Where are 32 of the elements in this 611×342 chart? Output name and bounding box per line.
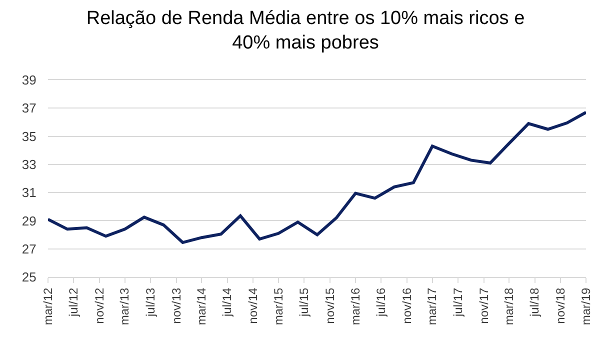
x-tick-label: jul/13 bbox=[143, 287, 158, 318]
y-tick-label: 25 bbox=[22, 270, 36, 285]
x-tick-label: jul/14 bbox=[220, 287, 234, 318]
x-tick-label: nov/15 bbox=[322, 287, 337, 324]
x-tick-label: mar/12 bbox=[40, 287, 55, 326]
x-tick-label: nov/14 bbox=[246, 287, 260, 324]
x-tick-label: mar/19 bbox=[578, 287, 593, 326]
y-tick-label: 39 bbox=[22, 72, 36, 88]
x-tick-label: jul/17 bbox=[450, 287, 465, 318]
x-tick-label: mar/13 bbox=[118, 287, 132, 326]
y-tick-label: 29 bbox=[22, 213, 36, 228]
x-tick-label: jul/16 bbox=[374, 287, 388, 318]
line-series bbox=[48, 110, 586, 244]
y-tick-label: 37 bbox=[22, 100, 36, 116]
x-tick-label: jul/12 bbox=[66, 287, 81, 318]
x-tick-label: mar/15 bbox=[271, 287, 286, 326]
x-tick-label: jul/15 bbox=[297, 287, 312, 318]
x-tick-label: mar/18 bbox=[502, 287, 516, 326]
y-tick-label: 31 bbox=[22, 185, 36, 200]
x-tick-label: mar/14 bbox=[194, 287, 209, 326]
x-tick-label: mar/16 bbox=[348, 287, 362, 326]
x-tick-label: nov/16 bbox=[400, 287, 414, 324]
y-tick-label: 27 bbox=[22, 241, 36, 256]
x-tick-label: nov/12 bbox=[92, 287, 106, 324]
x-tick-label: mar/17 bbox=[425, 287, 440, 326]
x-tick-label: nov/13 bbox=[169, 287, 184, 324]
y-tick-label: 35 bbox=[22, 128, 36, 144]
x-tick-label: nov/18 bbox=[554, 287, 568, 324]
x-tick-label: jul/18 bbox=[528, 287, 542, 318]
chart-title: Relação de Renda Média entre os 10% mais ricos e 40% mais pobres bbox=[86, 8, 525, 54]
y-tick-label: 33 bbox=[22, 156, 36, 172]
x-tick-label: nov/17 bbox=[476, 287, 491, 324]
